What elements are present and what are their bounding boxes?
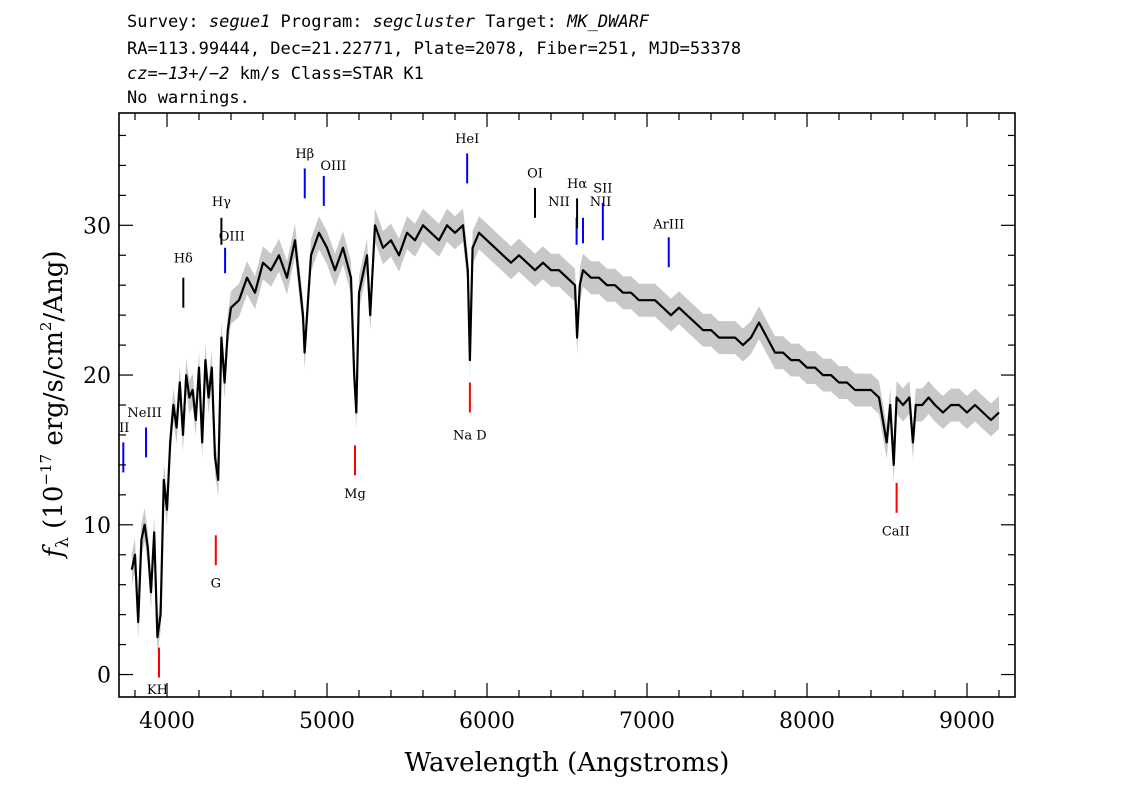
x-axis-title: Wavelength (Angstroms) <box>405 748 730 778</box>
line-marker-label: NII <box>590 195 612 210</box>
line-marker-label: Hβ <box>295 147 314 162</box>
header-line-4: No warnings. <box>127 88 250 108</box>
x-tick-label: 8000 <box>779 709 835 734</box>
header-program-label: Program: <box>270 12 372 32</box>
flux-series-line <box>130 224 1000 639</box>
line-marker-label: OIII <box>320 159 346 174</box>
line-marker-label: HeI <box>455 132 479 147</box>
line-marker-label: Mg <box>344 487 366 502</box>
header-target-label: Target: <box>475 12 567 32</box>
x-tick-label: 9000 <box>939 709 995 734</box>
header-class: km/s Class=STAR K1 <box>229 64 423 84</box>
y-axis-title: fλ (10−17 erg/s/cm2/Ang) <box>37 251 73 560</box>
header-survey-value: segue1 <box>209 12 270 32</box>
line-marker-label: NeIII <box>127 406 161 421</box>
header-survey-label: Survey: <box>127 12 209 32</box>
y-tick-label: 0 <box>97 664 111 689</box>
header-line-1: Survey: segue1 Program: segcluster Targe… <box>127 12 650 32</box>
header-redshift: cz=−13+/−2 <box>127 64 229 84</box>
header-line-3: cz=−13+/−2 km/s Class=STAR K1 <box>127 64 424 84</box>
header-program-value: segcluster <box>373 12 476 32</box>
line-marker-label: Hδ <box>174 252 193 267</box>
line-marker-label: OIII <box>219 229 245 244</box>
line-marker-label: Na D <box>453 428 487 443</box>
x-tick-label: 4000 <box>139 709 195 734</box>
y-tick-label: 30 <box>83 214 111 239</box>
line-marker-label: ArIII <box>652 217 684 232</box>
line-marker-label: II <box>119 421 129 436</box>
chart-header: Survey: segue1 Program: segcluster Targe… <box>127 12 741 108</box>
line-marker-label: KH <box>147 683 168 698</box>
line-marker-label: CaII <box>882 524 910 539</box>
line-marker-label: OI <box>527 166 543 181</box>
y-tick-label: 10 <box>83 514 111 539</box>
x-tick-label: 5000 <box>299 709 355 734</box>
line-marker-label: SII <box>593 181 612 196</box>
line-marker-label: NII <box>548 195 570 210</box>
x-tick-label: 7000 <box>619 709 675 734</box>
line-marker-label: Hγ <box>212 195 231 210</box>
x-tick-label: 6000 <box>459 709 515 734</box>
header-target-value: MK_DWARF <box>566 12 650 32</box>
y-tick-label: 20 <box>83 364 111 389</box>
line-marker-label: G <box>211 577 221 592</box>
line-marker-label: Hα <box>567 177 587 192</box>
header-line-2: RA=113.99444, Dec=21.22771, Plate=2078, … <box>127 39 741 59</box>
